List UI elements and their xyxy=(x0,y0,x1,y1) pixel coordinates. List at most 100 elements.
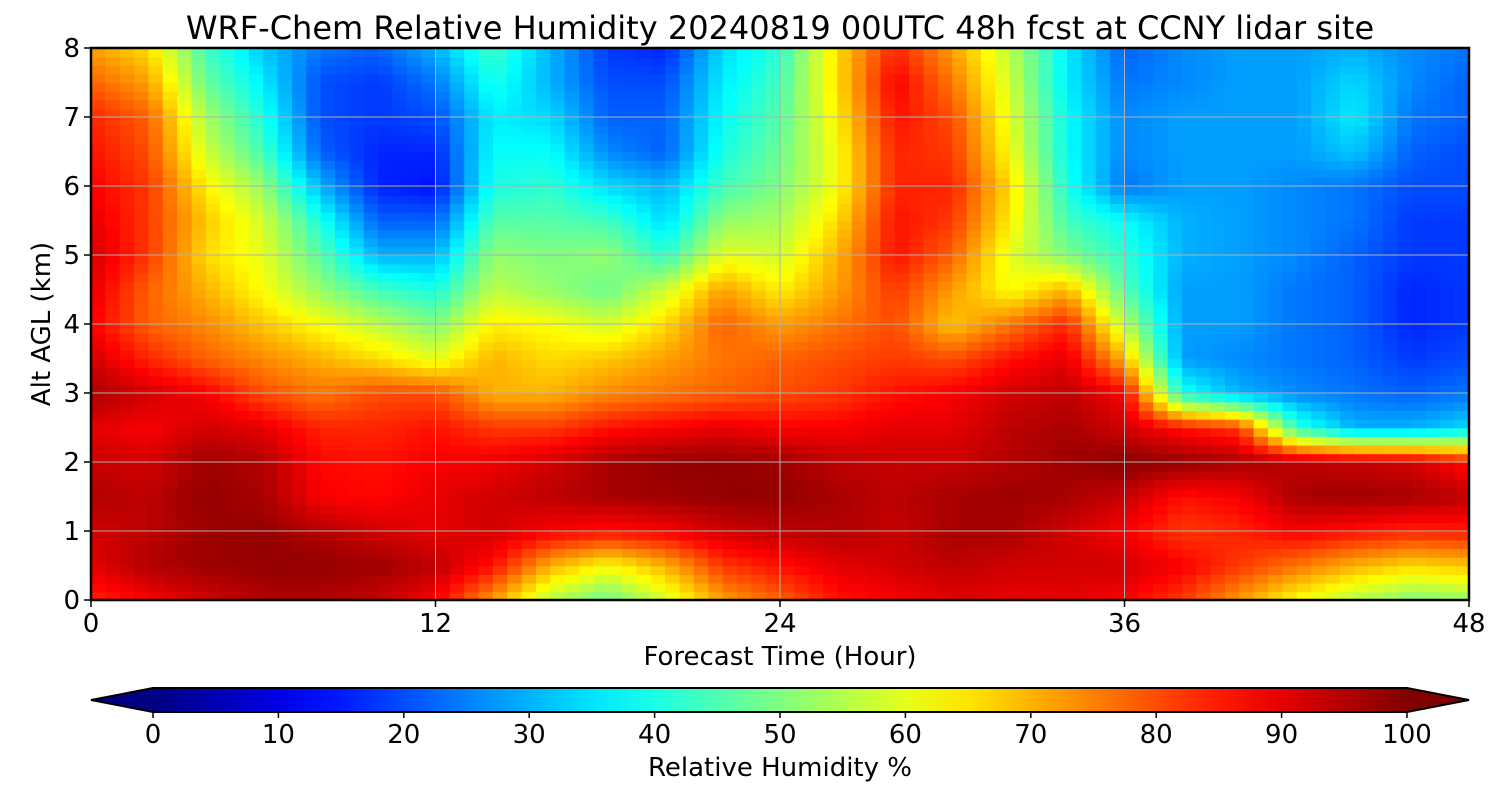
heatmap-cell xyxy=(1325,375,1341,386)
heatmap-cell xyxy=(1440,168,1456,179)
heatmap-cell xyxy=(1397,203,1413,213)
heatmap-cell xyxy=(937,574,954,584)
heatmap-cell xyxy=(134,332,150,343)
heatmap-cell xyxy=(966,160,982,170)
heatmap-cell xyxy=(765,582,781,593)
heatmap-cell xyxy=(1239,341,1255,351)
heatmap-cell xyxy=(1181,574,1198,584)
heatmap-cell xyxy=(435,384,451,394)
heatmap-cell xyxy=(995,548,1011,558)
heatmap-cell xyxy=(736,591,753,600)
heatmap-cell xyxy=(1081,582,1097,593)
heatmap-cell xyxy=(1110,280,1126,291)
heatmap-cell xyxy=(1052,582,1068,593)
heatmap-cell xyxy=(1454,358,1469,368)
heatmap-cell xyxy=(1411,229,1427,239)
heatmap-cell xyxy=(736,332,753,343)
heatmap-cell xyxy=(765,298,781,308)
heatmap-cell xyxy=(1425,556,1442,567)
heatmap-cell xyxy=(1067,505,1083,515)
heatmap-cell xyxy=(1110,332,1126,343)
heatmap-cell xyxy=(1067,341,1083,351)
heatmap-cell xyxy=(421,574,437,584)
heatmap-cell xyxy=(780,341,796,351)
heatmap-cell xyxy=(91,186,107,196)
heatmap-cell xyxy=(650,263,666,274)
heatmap-cell xyxy=(134,160,150,170)
heatmap-cell xyxy=(1024,186,1040,196)
heatmap-cell xyxy=(808,453,824,463)
heatmap-cell xyxy=(1024,393,1040,403)
heatmap-cell xyxy=(1009,289,1025,299)
heatmap-cell xyxy=(492,255,509,265)
heatmap-cell xyxy=(564,186,580,196)
heatmap-cell xyxy=(650,151,666,161)
heatmap-cell xyxy=(550,177,566,187)
heatmap-cell xyxy=(1354,513,1370,524)
heatmap-cell xyxy=(794,177,810,187)
heatmap-cell xyxy=(263,418,279,429)
heatmap-cell xyxy=(851,505,867,515)
heatmap-cell xyxy=(808,427,824,437)
heatmap-cell xyxy=(607,237,623,248)
heatmap-cell xyxy=(205,505,221,515)
heatmap-cell xyxy=(521,229,537,239)
heatmap-cell xyxy=(1354,306,1370,317)
heatmap-cell xyxy=(923,418,939,429)
heatmap-cell xyxy=(291,393,308,403)
heatmap-cell xyxy=(177,479,193,489)
heatmap-cell xyxy=(780,358,796,368)
heatmap-cell xyxy=(392,324,408,334)
heatmap-cell xyxy=(1296,401,1312,412)
heatmap-cell xyxy=(593,574,609,584)
heatmap-cell xyxy=(679,375,695,386)
heatmap-cell xyxy=(808,444,824,455)
heatmap-cell xyxy=(1124,203,1140,213)
heatmap-cell xyxy=(1224,324,1241,334)
heatmap-cell xyxy=(880,505,896,515)
heatmap-cell xyxy=(1138,418,1154,429)
heatmap-cell xyxy=(1440,496,1456,506)
heatmap-cell xyxy=(320,574,336,584)
heatmap-cell xyxy=(421,410,437,420)
heatmap-cell xyxy=(593,410,609,420)
heatmap-cell xyxy=(162,531,178,541)
heatmap-cell xyxy=(1181,453,1198,463)
heatmap-cell xyxy=(1038,496,1054,506)
heatmap-cell xyxy=(1440,401,1456,412)
heatmap-cell xyxy=(291,591,308,600)
heatmap-cell xyxy=(1325,272,1341,282)
heatmap-cell xyxy=(823,272,839,282)
heatmap-cell xyxy=(320,168,336,179)
heatmap-cell xyxy=(464,151,480,161)
heatmap-cell xyxy=(1296,556,1312,567)
heatmap-cell xyxy=(751,229,767,239)
heatmap-cell xyxy=(1167,349,1183,360)
heatmap-cell xyxy=(1224,539,1241,550)
heatmap-cell xyxy=(909,444,925,455)
heatmap-cell xyxy=(1067,151,1083,161)
heatmap-cell xyxy=(205,211,221,222)
heatmap-cell xyxy=(507,186,523,196)
heatmap-cell xyxy=(1354,289,1370,299)
heatmap-cell xyxy=(1425,358,1442,368)
heatmap-cell xyxy=(966,289,982,299)
heatmap-cell xyxy=(550,315,566,325)
heatmap-cell xyxy=(263,513,279,524)
heatmap-cell xyxy=(363,462,379,472)
heatmap-cell xyxy=(492,280,509,291)
heatmap-cell xyxy=(923,582,939,593)
heatmap-cell xyxy=(177,548,193,558)
heatmap-cell xyxy=(205,479,221,489)
heatmap-cell xyxy=(349,280,365,291)
heatmap-cell xyxy=(1253,332,1269,343)
heatmap-cell xyxy=(650,237,666,248)
heatmap-cell xyxy=(1052,496,1068,506)
heatmap-cell xyxy=(1081,349,1097,360)
heatmap-cell xyxy=(1368,505,1384,515)
heatmap-cell xyxy=(636,194,652,205)
heatmap-cell xyxy=(851,548,867,558)
heatmap-cell xyxy=(794,220,810,230)
heatmap-cell xyxy=(105,263,121,274)
heatmap-cell xyxy=(1081,211,1097,222)
